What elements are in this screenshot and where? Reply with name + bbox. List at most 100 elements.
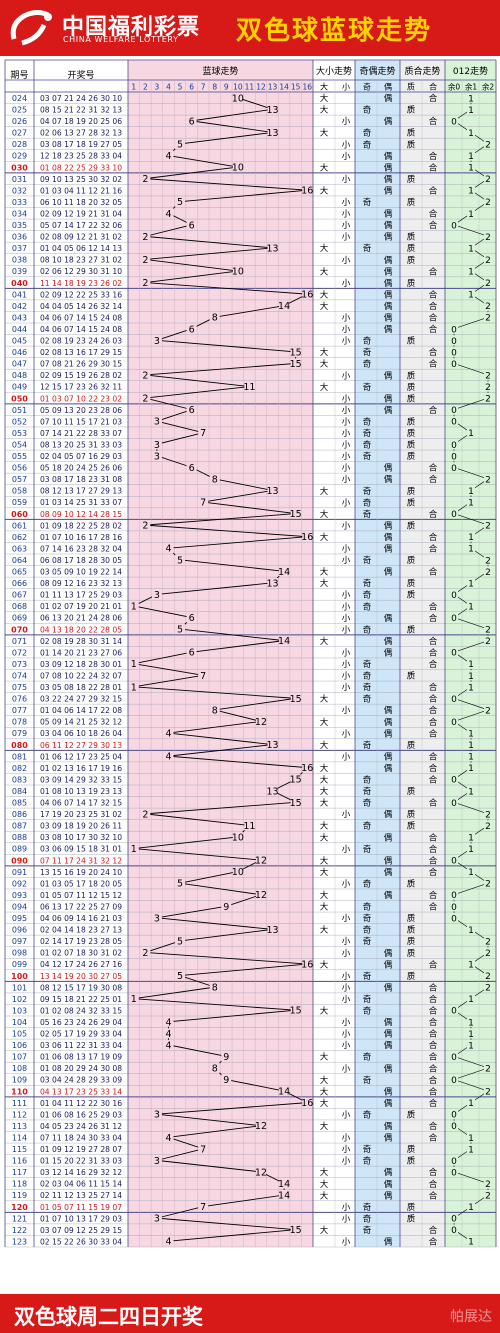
size-mark: 小	[342, 751, 351, 762]
parity-mark: 偶	[384, 324, 393, 335]
parity-mark: 奇	[363, 578, 372, 589]
draw-numbers-cell: 02 04 14 18 23 27 13	[40, 926, 122, 935]
size-mark: 大	[320, 266, 329, 277]
blue-value-mark: 6	[189, 648, 195, 659]
parity-zone-bg	[355, 60, 400, 1247]
draw-numbers-cell: 02 06 13 27 28 32 13	[40, 129, 122, 138]
size-mark: 小	[342, 844, 351, 855]
prime-mark: 合	[429, 705, 438, 716]
mod-value-mark: 0	[451, 1076, 457, 1086]
period-cell: 048	[12, 371, 27, 380]
draw-numbers-cell: 08 13 20 25 31 33 03	[40, 440, 122, 449]
mod-value-bg	[484, 393, 492, 404]
parity-mark: 偶	[384, 116, 393, 127]
blue-tick-label: 15	[291, 83, 301, 92]
period-cell: 030	[11, 163, 28, 172]
parity-mark: 偶	[384, 867, 393, 878]
draw-numbers-cell: 07 14 21 22 28 33 07	[40, 429, 122, 438]
mod-value-bg	[450, 1224, 458, 1235]
mod-value-mark: 0	[451, 649, 457, 659]
size-mark: 小	[342, 313, 351, 324]
blue-value-bg	[267, 785, 278, 796]
blue-value-mark: 1	[131, 659, 137, 670]
period-cell: 045	[12, 337, 27, 346]
blue-value-mark: 5	[177, 139, 183, 150]
prime-mark: 质	[407, 255, 416, 266]
blue-value-bg	[267, 104, 278, 115]
col-header-parity-trend: 奇偶走势	[359, 65, 395, 77]
blue-value-mark: 14	[278, 1191, 290, 1202]
period-cell: 060	[11, 510, 28, 519]
mod-value-mark: 2	[485, 880, 491, 890]
blue-value-mark: 7	[200, 671, 206, 682]
period-cell: 035	[12, 221, 27, 230]
period-cell: 110	[11, 1087, 28, 1096]
blue-value-mark: 15	[290, 347, 302, 358]
prime-mark: 合	[429, 405, 438, 416]
draw-numbers-cell: 01 04 11 12 22 30 16	[40, 1099, 122, 1108]
blue-value-bg	[267, 485, 278, 496]
blue-value-bg	[186, 462, 197, 473]
prime-mark: 质	[407, 451, 416, 462]
size-mark: 小	[342, 671, 351, 682]
parity-mark: 奇	[363, 878, 372, 889]
draw-numbers-cell: 04 13 18 20 22 28 05	[40, 625, 122, 634]
blue-value-bg	[140, 173, 151, 184]
blue-value-mark: 2	[142, 278, 148, 289]
blue-tick-label: 5	[178, 83, 183, 92]
mod-value-mark: 0	[451, 325, 457, 335]
mod-value-bg	[484, 173, 492, 184]
draw-numbers-cell: 01 02 07 19 20 21 01	[40, 602, 122, 611]
draw-numbers-cell: 12 15 17 23 26 32 11	[40, 383, 122, 392]
blue-value-mark: 14	[278, 1179, 290, 1190]
prime-mark: 质	[407, 440, 416, 451]
mod-value-mark: 1	[468, 106, 474, 116]
prime-mark: 合	[429, 798, 438, 809]
prime-mark: 合	[429, 844, 438, 855]
prime-mark: 合	[429, 301, 438, 312]
blue-tick-label: 1	[131, 83, 136, 92]
mod-value-bg	[450, 404, 458, 415]
parity-mark: 奇	[363, 775, 372, 786]
blue-value-bg	[186, 219, 197, 230]
blue-value-bg	[163, 1039, 174, 1050]
mod-value-mark: 0	[451, 337, 457, 347]
parity-mark: 奇	[363, 913, 372, 924]
blue-tick-label: 4	[166, 83, 171, 92]
period-cell: 120	[11, 1203, 28, 1212]
prime-mark: 质	[407, 497, 416, 508]
size-mark: 小	[342, 497, 351, 508]
period-cell: 083	[12, 775, 27, 784]
parity-mark: 奇	[363, 382, 372, 393]
mod-value-bg	[467, 92, 475, 103]
draw-numbers-cell: 01 04 06 14 17 22 08	[40, 706, 122, 715]
prime-mark: 合	[429, 289, 438, 300]
prime-mark: 质	[407, 243, 416, 254]
blue-value-mark: 3	[154, 1214, 160, 1225]
mod-value-mark: 0	[451, 718, 457, 728]
blue-value-bg	[163, 543, 174, 554]
blue-value-mark: 6	[189, 324, 195, 335]
parity-mark: 偶	[384, 474, 393, 485]
parity-mark: 偶	[384, 185, 393, 196]
blue-tick-label: 11	[245, 83, 255, 92]
draw-numbers-cell: 01 03 07 10 22 23 02	[40, 394, 122, 403]
prime-mark: 质	[407, 486, 416, 497]
draw-numbers-cell: 08 09 10 12 14 28 15	[40, 510, 122, 519]
parity-mark: 偶	[384, 1121, 393, 1132]
prime-mark: 质	[407, 1202, 416, 1213]
blue-value-bg	[140, 369, 151, 380]
period-cell: 103	[12, 1006, 27, 1015]
blue-value-mark: 15	[290, 1225, 302, 1236]
prime-mark: 合	[429, 1133, 438, 1144]
prime-mark: 合	[429, 659, 438, 670]
blue-value-bg	[244, 381, 255, 392]
mod-value-bg	[467, 1097, 475, 1108]
prime-mark: 质	[407, 105, 416, 116]
draw-numbers-cell: 01 06 08 13 17 19 09	[40, 1053, 122, 1062]
size-mark: 大	[320, 775, 329, 786]
mod-value-bg	[450, 912, 458, 923]
parity-mark: 奇	[363, 451, 372, 462]
mod-value-bg	[467, 208, 475, 219]
mod-value-mark: 0	[451, 591, 457, 601]
